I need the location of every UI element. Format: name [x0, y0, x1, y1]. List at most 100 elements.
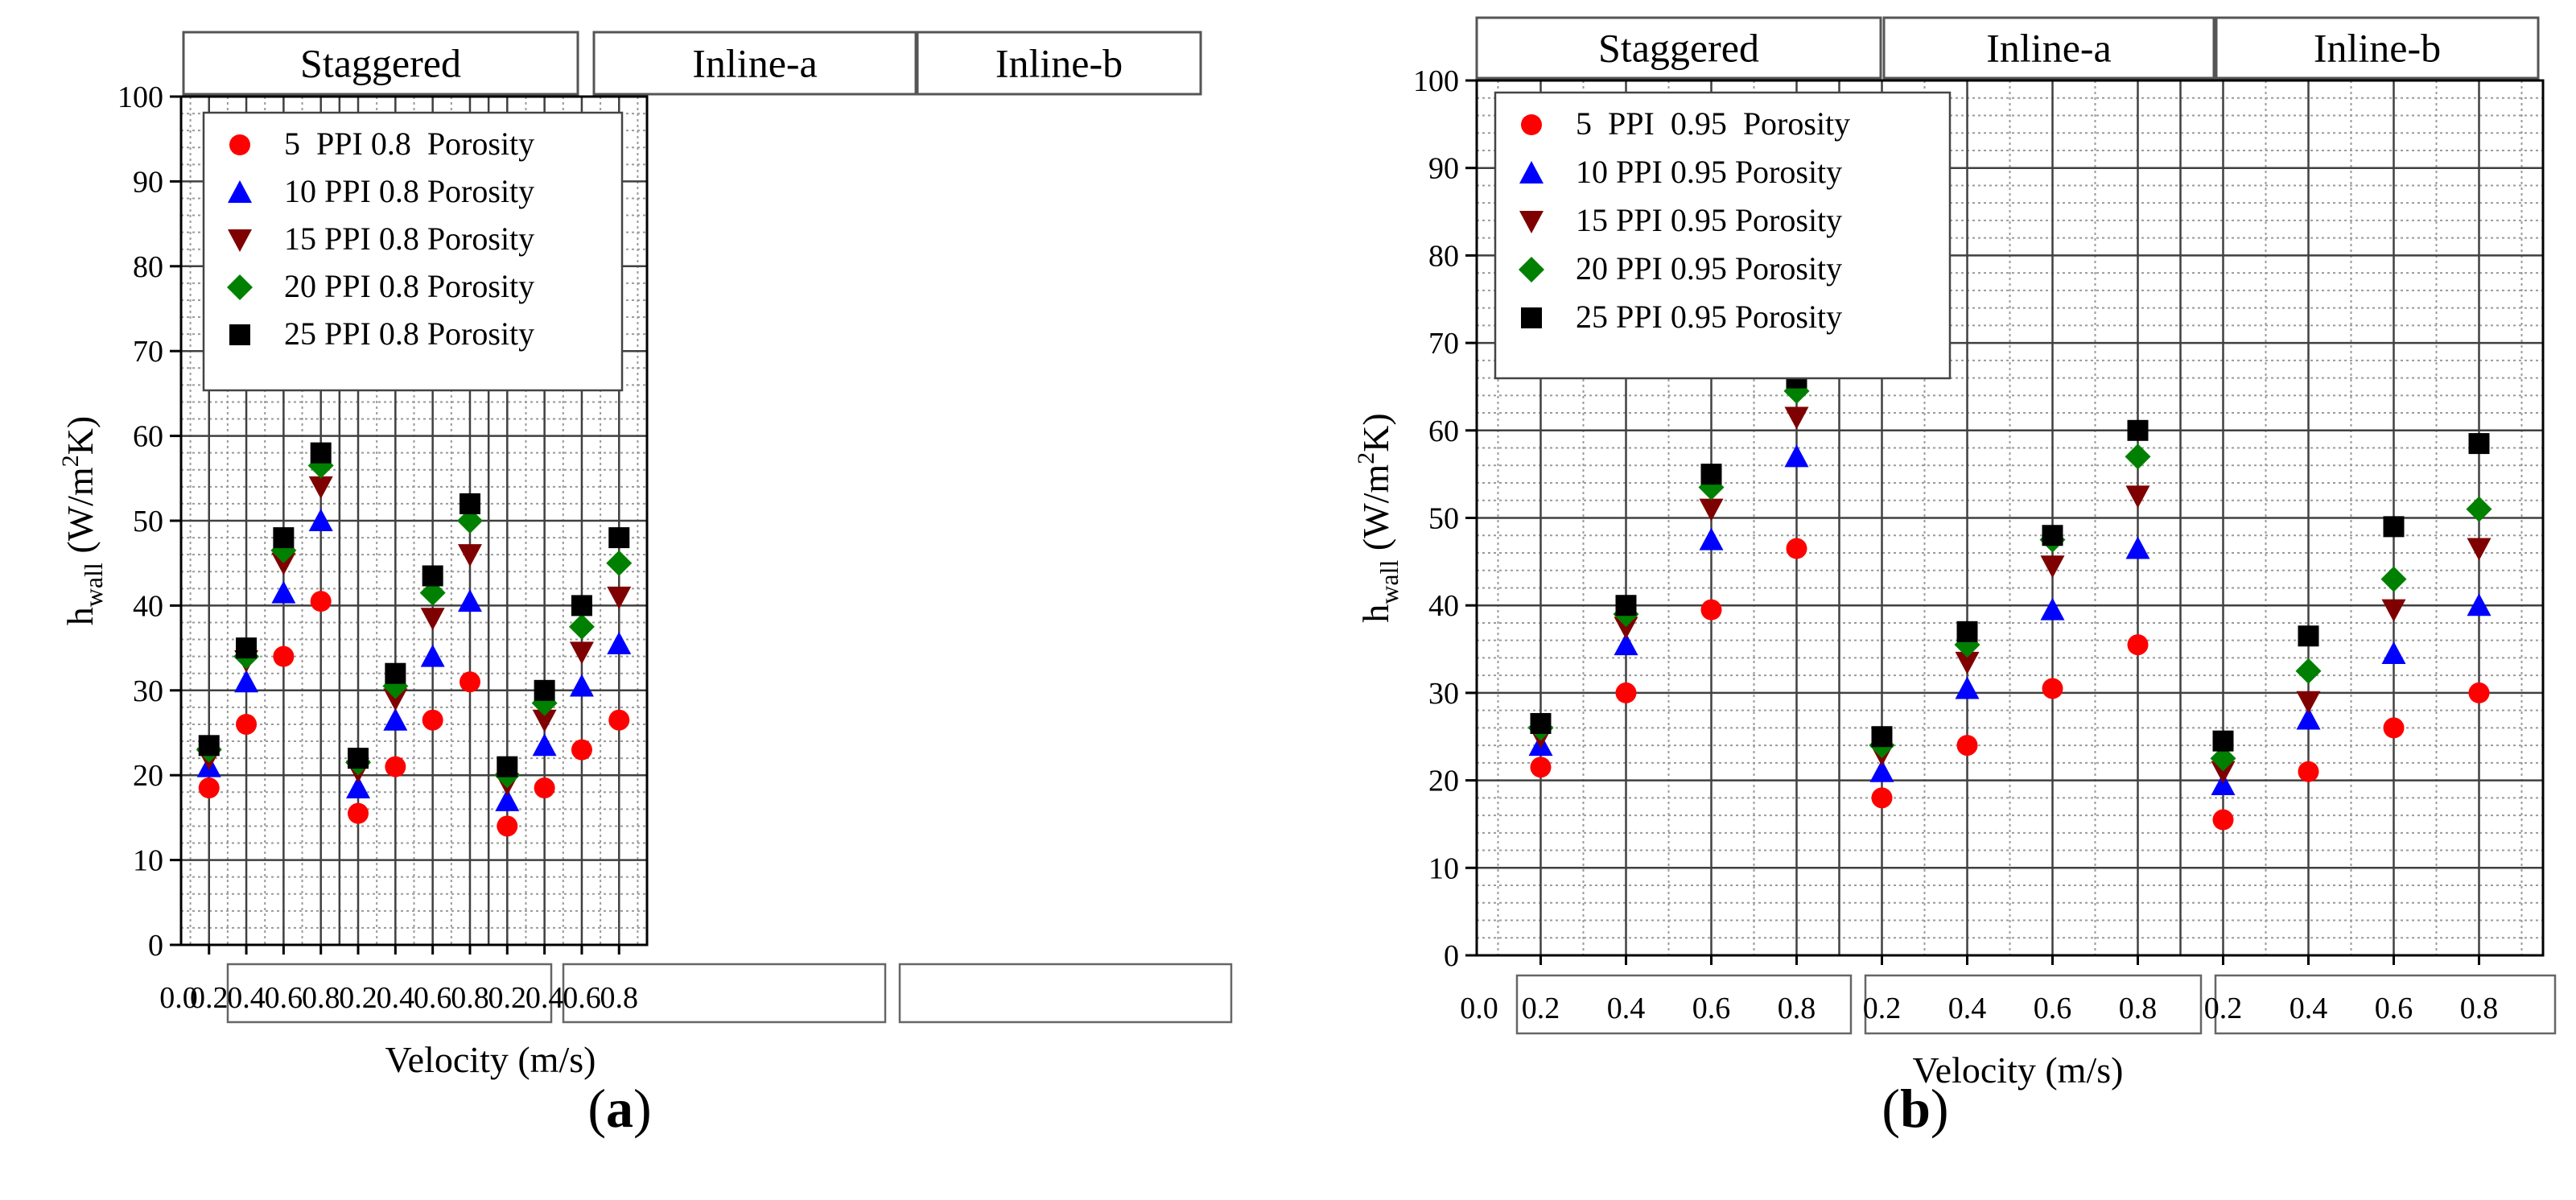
- data-point-a-s5: [273, 527, 295, 549]
- data-point-a-s2: [383, 707, 408, 731]
- y-tick-label: 10: [1428, 852, 1459, 885]
- data-point-a-s5: [385, 662, 406, 684]
- x-tick-group-box: [2214, 974, 2557, 1035]
- caption-a-letter: a: [606, 1078, 633, 1139]
- y-tick-label: 60: [1428, 414, 1459, 448]
- legend-entry: 10 PPI 0.95 Porosity: [1576, 154, 1842, 190]
- group-header-box: [1475, 16, 1882, 80]
- data-point-a-s1: [459, 671, 480, 693]
- group-header-staggered: Staggered: [1598, 26, 1759, 71]
- y-tick-label: 0: [1444, 939, 1459, 973]
- legend-box: [202, 111, 624, 392]
- y-tick-label: 10: [133, 844, 163, 878]
- data-point-a-s2: [532, 733, 557, 757]
- x-tick-label: 0.4: [1607, 992, 1646, 1025]
- data-point-b-s3: [1784, 406, 1809, 430]
- data-point-a-s1: [497, 815, 518, 837]
- data-point-b-s2: [2211, 773, 2236, 796]
- data-point-b-s5: [2127, 419, 2149, 441]
- data-point-b-s1: [1700, 599, 1722, 621]
- data-point-b-s2: [2381, 641, 2406, 664]
- x-tick-label: 0.6: [1692, 992, 1731, 1025]
- legend-marker: [1519, 211, 1544, 233]
- data-point-a-s5: [198, 735, 220, 757]
- data-point-b-s5: [1700, 464, 1722, 485]
- y-axis-label-sub: wall: [1375, 560, 1403, 604]
- data-point-b-s3: [1614, 616, 1638, 640]
- data-point-b-s2: [1699, 527, 1724, 551]
- data-point-a-s5: [534, 679, 555, 701]
- x-tick-label: 0.2: [1522, 992, 1560, 1025]
- data-point-a-s2: [234, 670, 259, 693]
- data-point-b-s5: [2383, 516, 2405, 538]
- x-axis-label: Velocity (m/s): [385, 1039, 596, 1080]
- data-point-a-s5: [236, 637, 258, 659]
- x-tick-group-box: [898, 963, 1233, 1024]
- x-tick-label: 0.8: [600, 981, 639, 1015]
- data-point-a-s5: [608, 527, 630, 549]
- y-tick-label: 80: [133, 250, 163, 284]
- y-axis-label-sub: wall: [79, 563, 108, 607]
- group-header-inline-b: Inline-b: [2314, 26, 2441, 71]
- x-tick-label: 0.8: [2119, 992, 2158, 1025]
- legend-marker: [227, 274, 253, 300]
- data-point-b-s2: [2467, 593, 2492, 616]
- data-point-a-s2: [495, 788, 520, 811]
- y-tick-label: 100: [1413, 64, 1459, 98]
- x-origin-label: 0.0: [1460, 992, 1498, 1025]
- data-point-b-s1: [2468, 682, 2490, 703]
- x-tick-label: 0.2: [1863, 992, 1902, 1025]
- data-point-a-s3: [271, 552, 296, 575]
- legend-entry: 20 PPI 0.95 Porosity: [1576, 250, 1842, 287]
- group-header-box: [182, 31, 579, 96]
- y-axis-label-unit: (W/m: [1355, 464, 1396, 560]
- group-header-inline-a: Inline-a: [1986, 26, 2111, 71]
- y-axis-label-unit: (W/m: [60, 467, 101, 563]
- x-origin-label: 0.0: [159, 981, 198, 1015]
- data-point-b-s5: [1530, 712, 1552, 734]
- data-point-b-s2: [2296, 707, 2321, 730]
- y-tick-label: 30: [133, 674, 163, 708]
- y-tick-label: 0: [148, 929, 163, 963]
- legend-entry: 10 PPI 0.8 Porosity: [284, 173, 534, 209]
- data-point-b-s2: [2040, 597, 2065, 621]
- group-header-box: [916, 31, 1202, 96]
- x-tick-label: 0.2: [488, 981, 527, 1015]
- data-point-a-s5: [310, 442, 332, 464]
- caption-a: (a): [587, 1078, 651, 1139]
- y-tick-label: 60: [133, 420, 163, 454]
- y-tick-label: 100: [117, 80, 163, 114]
- data-point-a-s1: [571, 739, 592, 761]
- x-tick-group-box: [562, 963, 887, 1024]
- data-point-b-s1: [1530, 757, 1552, 778]
- data-point-a-s2: [346, 776, 371, 799]
- x-tick-label: 0.2: [339, 981, 377, 1015]
- x-tick-label: 0.4: [2290, 992, 2328, 1025]
- x-tick-label: 0.4: [526, 981, 564, 1015]
- legend-entry: 25 PPI 0.95 Porosity: [1576, 299, 1842, 335]
- x-axis-label: Velocity (m/s): [1913, 1049, 2124, 1091]
- y-axis-label-unit-end: K): [60, 416, 101, 456]
- y-tick-label: 90: [133, 165, 163, 199]
- group-header-box: [592, 31, 917, 96]
- x-tick-label: 0.6: [563, 981, 601, 1015]
- data-point-b-s1: [1871, 787, 1893, 809]
- data-point-b-s3: [2381, 599, 2406, 622]
- x-tick-label: 0.2: [2204, 992, 2243, 1025]
- y-tick-label: 70: [133, 335, 163, 369]
- data-point-a-s5: [422, 565, 443, 587]
- data-point-a-s4: [606, 550, 633, 576]
- data-point-a-s5: [571, 595, 592, 616]
- data-point-b-s2: [1955, 676, 1980, 699]
- y-tick-label: 70: [1428, 327, 1459, 361]
- data-point-a-s1: [348, 802, 369, 824]
- data-point-b-s2: [1869, 759, 1894, 782]
- group-header-staggered: Staggered: [300, 41, 461, 86]
- data-point-b-s5: [2468, 433, 2490, 455]
- data-point-b-s5: [1956, 621, 1978, 642]
- x-tick-label: 0.4: [377, 981, 415, 1015]
- x-tick-label: 0.8: [2460, 992, 2499, 1025]
- group-header-box: [1882, 16, 2215, 80]
- data-point-a-s1: [273, 645, 295, 667]
- legend-marker: [228, 180, 252, 203]
